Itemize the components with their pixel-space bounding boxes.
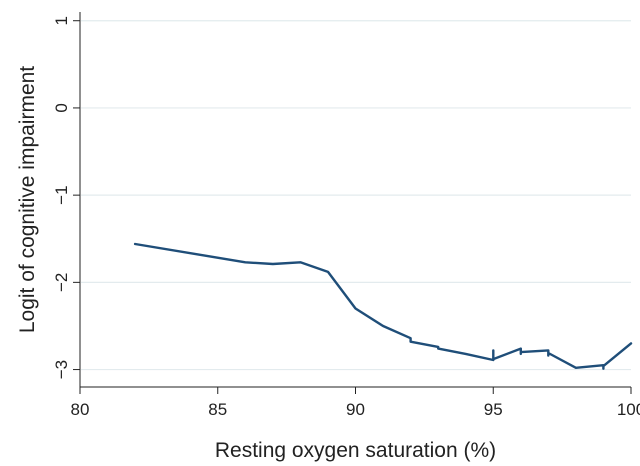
y-axis-title: Logit of cognitive impairment (16, 66, 39, 333)
x-tick-label: 85 (208, 400, 227, 419)
x-tick-label: 95 (484, 400, 503, 419)
gridlines (81, 20, 631, 371)
y-axis-ticks: −3 −2 −1 0 1 (52, 16, 80, 379)
y-tick-label: −3 (52, 360, 71, 379)
x-axis-ticks: 80 85 90 95 100 (71, 387, 640, 419)
x-axis-title: Resting oxygen saturation (%) (215, 439, 496, 462)
series-line (133, 242, 633, 370)
x-tick-label: 80 (71, 400, 90, 419)
y-tick-label: −1 (52, 185, 71, 204)
y-tick-label: −2 (52, 273, 71, 292)
y-tick-label: 1 (52, 16, 71, 25)
y-tick-label: 0 (52, 103, 71, 112)
x-tick-label: 90 (346, 400, 365, 419)
series-layer (133, 242, 633, 370)
x-tick-label: 100 (617, 400, 640, 419)
